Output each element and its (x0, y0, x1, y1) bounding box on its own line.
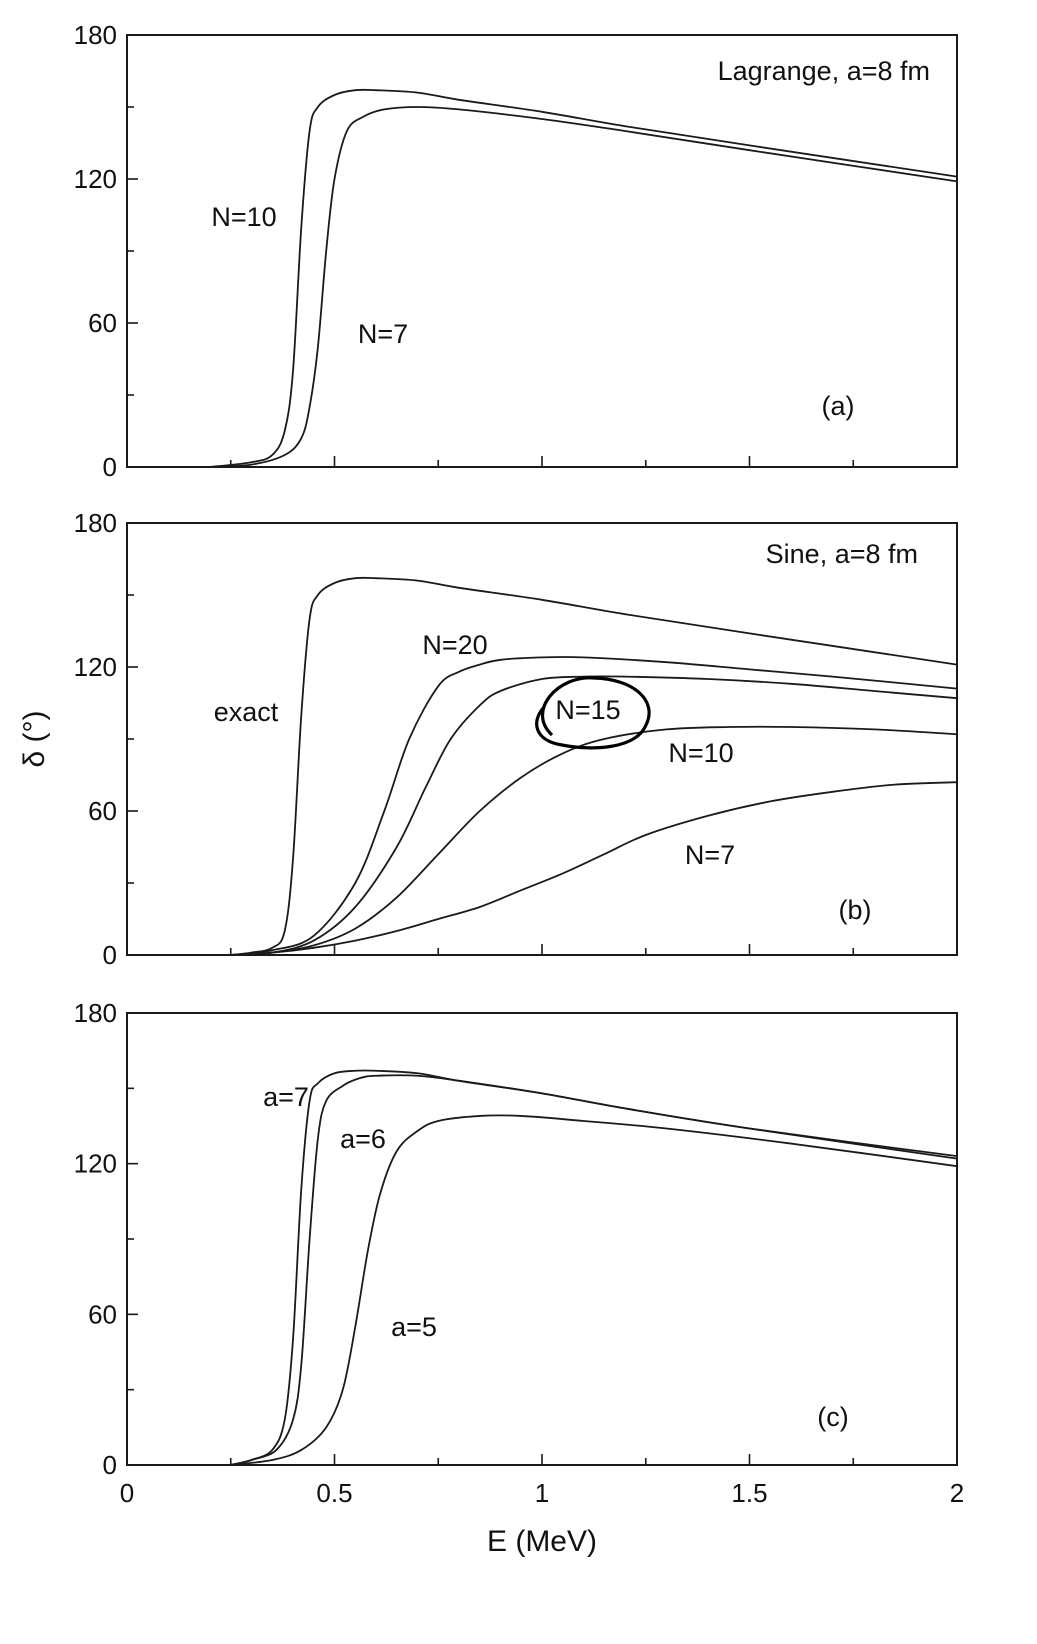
series-line-n-10 (230, 725, 958, 956)
panel-c: 0 60 120 180 0 0.5 1 1.5 2 a=7 a=6 a=5 (c) E (MeV) (74, 998, 965, 1558)
series-label: N=10 (211, 202, 276, 232)
series-line-n-7 (209, 106, 958, 468)
panel-annotation: Sine, a=8 fm (766, 539, 918, 569)
y-tick-label: 0 (103, 452, 117, 482)
series-line-n-15 (230, 675, 958, 956)
y-tick-label: 180 (74, 508, 117, 538)
series-line-exact (230, 576, 958, 956)
panel-label: (c) (817, 1402, 848, 1432)
x-tick-label: 1.5 (731, 1478, 767, 1508)
x-tick-label: 2 (950, 1478, 964, 1508)
y-tick-label: 0 (103, 1450, 117, 1480)
panel-a: 0 60 120 180 N=10 N=7 Lagrange, a=8 fm (a) (74, 20, 958, 482)
y-tick-label: 180 (74, 998, 117, 1028)
y-tick-label: 60 (88, 1299, 117, 1329)
series-label: N=7 (358, 319, 408, 349)
panel-b: 0 60 120 180 exact N=20 N=15 N=10 N=7 Sine, a=8 f… (18, 508, 958, 970)
series-line-n-7 (230, 781, 958, 956)
y-tick-label: 60 (88, 796, 117, 826)
x-axis-title: E (MeV) (487, 1525, 597, 1558)
series-line-a-5 (230, 1114, 958, 1466)
x-tick-label: 0.5 (316, 1478, 352, 1508)
panel-label: (a) (822, 391, 855, 421)
plot-frame (126, 1012, 958, 1466)
y-axis-title: δ (°) (18, 710, 51, 767)
y-tick-label: 0 (103, 940, 117, 970)
x-tick-label: 0 (120, 1478, 134, 1508)
series-line-a-6 (230, 1074, 958, 1466)
panel-label: (b) (839, 895, 872, 925)
y-tick-label: 120 (74, 164, 117, 194)
series-label: N=15 (555, 695, 620, 725)
panel-annotation: Lagrange, a=8 fm (718, 56, 930, 86)
series-label: N=10 (668, 738, 733, 768)
highlight-circle (535, 676, 651, 750)
series-line-n-10 (209, 88, 958, 468)
series-label: N=20 (422, 630, 487, 660)
series-label: exact (214, 697, 279, 727)
y-tick-label: 60 (88, 308, 117, 338)
y-tick-label: 120 (74, 1149, 117, 1179)
y-tick-label: 120 (74, 652, 117, 682)
y-tick-label: 180 (74, 20, 117, 50)
series-label: a=6 (340, 1124, 386, 1154)
series-label: N=7 (685, 840, 735, 870)
series-label: a=5 (391, 1312, 437, 1342)
plot-frame (126, 522, 958, 956)
x-tick-label: 1 (535, 1478, 549, 1508)
series-line-n-20 (230, 656, 958, 956)
series-label: a=7 (263, 1082, 309, 1112)
